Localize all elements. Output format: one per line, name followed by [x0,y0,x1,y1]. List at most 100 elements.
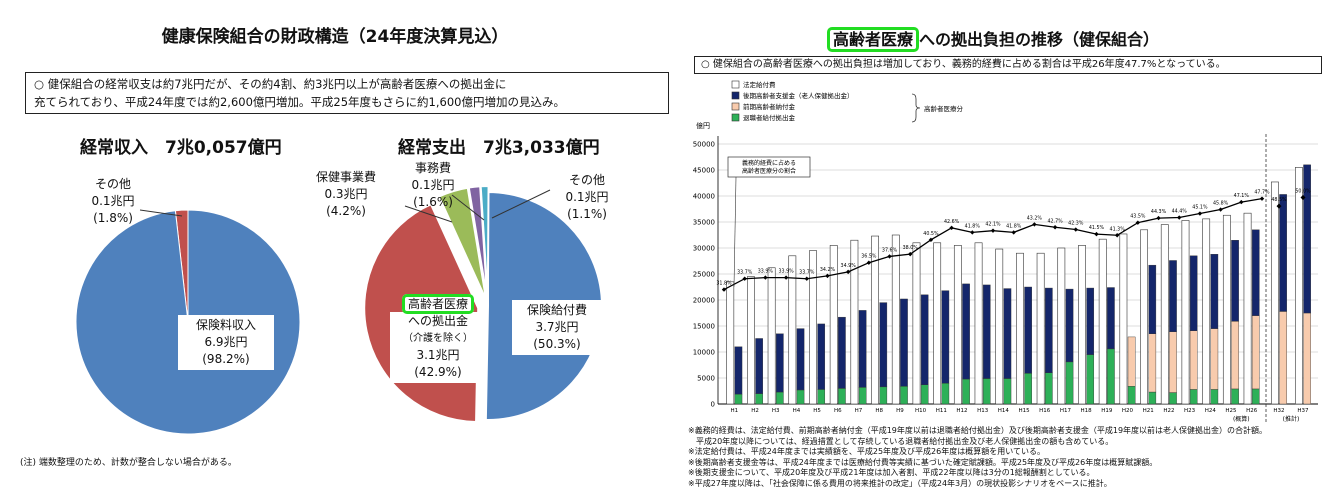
ratio-point-label: 45.8% [1213,201,1229,207]
ratio-point-label: 47.1% [1234,193,1250,199]
bar-benefit [1058,248,1065,404]
y-tick-label: 5000 [697,375,715,383]
x-tick-label: H37 [1297,408,1309,414]
bar-benefit [1244,213,1251,404]
ratio-point-label: 33.7% [799,270,815,276]
right-title: 高齢者医療への拠出負担の推移（健保組合） [827,26,1159,50]
bar-late-elderly [1025,287,1032,373]
right-note-2: 平成20年度以降については、経過措置として存続している退職者給付拠出金及び老人保… [688,437,1338,448]
exp-elderly-name: 高齢者医療 [402,294,474,314]
y-tick-label: 25000 [693,271,715,279]
x-tick-label: H16 [1039,408,1051,414]
bar-retiree [1149,392,1156,404]
bar-benefit [1223,215,1230,404]
bar-benefit [1161,225,1168,404]
ratio-point-label: 48.5% [1271,197,1287,203]
x-tick-label: H18 [1081,408,1093,414]
bar-retiree [756,394,763,404]
exp-office-amount: 0.1兆円 [400,177,466,194]
label-suikei: (推計) [1283,415,1300,423]
exp-office-name: 事務費 [400,160,466,177]
exp-other-label: その他 0.1兆円 (1.1%) [552,172,622,223]
exp-elderly-pct: (42.9%) [396,364,480,381]
legend-early-elderly-label: 前期高齢者納付金 [743,102,796,111]
bar-benefit [747,277,754,404]
right-title-rest: への拠出負担の推移（健保組合） [919,30,1159,49]
x-tick-label: H21 [1143,408,1154,414]
x-tick-label: H11 [936,408,947,414]
exp-elderly-label: 高齢者医療 への拠出金 （介護を除く） 3.1兆円 (42.9%) [390,312,486,383]
bar-retiree [1004,379,1011,404]
bar-retiree [1087,355,1094,404]
exp-health-label: 保健事業費 0.3兆円 (4.2%) [306,169,386,220]
ratio-point [1218,207,1222,211]
bar-retiree [818,389,825,404]
x-tick-label: H26 [1246,408,1258,414]
bar-early-elderly [1190,331,1197,390]
x-tick-label: H19 [1101,408,1113,414]
bar-benefit [996,249,1003,404]
x-tick-label: H8 [875,408,883,414]
bar-early-elderly [1304,313,1311,404]
legend-retiree-swatch [732,114,739,121]
bar-late-elderly [838,317,845,388]
bar-benefit [727,282,734,404]
y-tick-label: 35000 [693,219,715,227]
label-gaisan: (概算) [1233,415,1250,423]
y-tick-label: 10000 [693,349,715,357]
ratio-point-label: 41.8% [1006,223,1022,229]
bar-early-elderly [1149,334,1156,392]
bar-early-elderly [1169,332,1176,393]
bar-late-elderly [962,284,969,379]
legend-benefit-label: 法定給付費 [743,80,776,89]
bar-late-elderly [1169,260,1176,331]
x-tick-label: H2 [751,408,759,414]
ratio-point-label: 41.8% [965,223,981,229]
ratio-point [1011,230,1015,234]
bar-late-elderly [1190,256,1197,331]
legend-early-elderly-swatch [732,103,739,110]
exp-health-pct: (4.2%) [306,203,386,220]
x-tick-label: H12 [956,408,967,414]
income-other-label: その他 0.1兆円 (1.8%) [78,176,148,227]
income-other-amount: 0.1兆円 [78,193,148,210]
bar-retiree [1190,389,1197,404]
legend-benefit-swatch [732,81,739,88]
bar-late-elderly [1304,165,1311,313]
exp-benefit-name: 保険給付費 [518,302,596,319]
bar-retiree [1066,362,1073,404]
bar-late-elderly [776,334,783,392]
y-tick-label: 40000 [693,193,715,201]
right-note-3: ※法定給付費は、平成24年度までは実績額を、平成25年度及び平成26年度は概算額… [688,447,1338,458]
x-tick-label: H32 [1273,408,1284,414]
bar-late-elderly [983,285,990,379]
bar-benefit [1037,253,1044,404]
ratio-point-label: 33.9% [778,269,794,275]
y-tick-label: 20000 [693,297,715,305]
y-axis-unit: 億円 [696,121,710,130]
y-tick-label: 30000 [693,245,715,253]
x-tick-label: H7 [855,408,863,414]
exp-other-name: その他 [552,172,622,189]
x-tick-label: H5 [813,408,821,414]
bar-retiree [1045,373,1052,404]
bar-benefit [1099,239,1106,404]
bar-benefit [1182,220,1189,404]
ratio-point-label: 42.1% [985,222,1001,228]
bar-early-elderly [1231,321,1238,389]
ratio-point-label: 36.5% [861,254,877,260]
bar-retiree [962,379,969,404]
x-tick-label: H1 [731,408,739,414]
x-tick-label: H6 [834,408,842,414]
ratio-point-label: 38.0% [903,245,919,251]
right-notes: ※義務的経費は、法定給付費、前期高齢者納付金（平成19年度以前は退職者給付拠出金… [688,426,1338,489]
callout-text: 高齢者医療分の割合 [742,167,796,175]
bar-retiree [776,392,783,404]
exp-health-name: 保健事業費 [306,169,386,186]
x-tick-label: H3 [772,408,780,414]
bar-benefit [1120,234,1127,404]
x-tick-label: H25 [1225,408,1237,414]
exp-benefit-amount: 3.7兆円 [518,319,596,336]
bar-benefit [1271,182,1278,404]
exp-health-amount: 0.3兆円 [306,186,386,203]
